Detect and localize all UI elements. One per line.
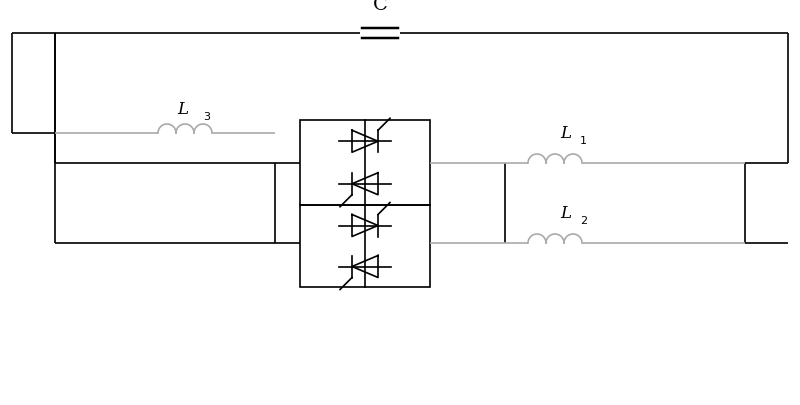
Bar: [300, 205, 430, 287]
Text: C: C: [373, 0, 387, 14]
Text: 2: 2: [580, 215, 587, 226]
Bar: [300, 121, 430, 205]
Text: L: L: [560, 125, 571, 142]
Text: 3: 3: [203, 112, 210, 122]
Text: L: L: [560, 205, 571, 222]
Text: L: L: [178, 101, 189, 118]
Text: 1: 1: [580, 136, 587, 146]
